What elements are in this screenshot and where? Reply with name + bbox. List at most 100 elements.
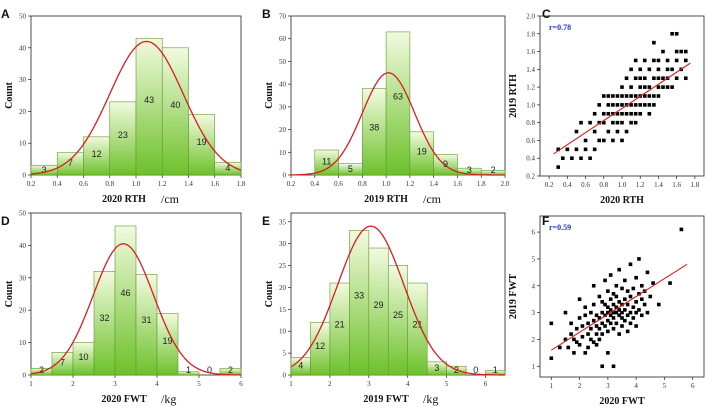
scatter-point xyxy=(631,286,636,291)
y-tick-label: 35 xyxy=(279,218,287,226)
panel-c: C 0.2 0.4 0.6 0.8 1.0 1.2 1.4 1.6 1.8 0.2 0.4 0.6 0.8… xyxy=(508,7,705,206)
y-axis-label: Count xyxy=(264,81,275,108)
scatter-point xyxy=(560,156,565,161)
y-tick-label: 1.8 xyxy=(526,30,535,38)
scatter-point xyxy=(615,129,620,134)
histogram-bar xyxy=(83,136,111,176)
y-tick-label: 50 xyxy=(279,58,287,66)
x-tick-label: 1.6 xyxy=(672,181,681,189)
y-tick-label: 1 xyxy=(532,363,536,371)
scatter-point xyxy=(579,156,583,161)
scatter-point xyxy=(617,332,621,336)
x-tick-label: 1.0 xyxy=(132,180,141,188)
histogram-bar xyxy=(446,365,467,376)
y-tick-label: 20 xyxy=(19,307,27,315)
scatter-point xyxy=(577,343,582,347)
scatter-point xyxy=(670,67,674,72)
scatter-point xyxy=(633,120,638,125)
regression-line xyxy=(551,263,688,351)
y-tick-label: 50 xyxy=(19,13,27,21)
y-tick-label: 1.4 xyxy=(526,66,535,74)
x-tick-label: 1.8 xyxy=(237,180,246,188)
scatter-point xyxy=(665,85,670,89)
histogram-bar xyxy=(387,265,409,376)
x-tick-label: 6 xyxy=(691,382,695,390)
scatter-point xyxy=(629,85,633,89)
scatter-point xyxy=(597,103,602,107)
scatter-point xyxy=(600,310,605,315)
y-tick-label: 10 xyxy=(279,328,287,336)
x-tick-label: 3 xyxy=(606,382,610,390)
scatter-point xyxy=(656,94,661,98)
scatter-point xyxy=(639,313,644,318)
bar-count-label: 0 xyxy=(207,365,212,375)
y-tick-label: 0 xyxy=(283,372,287,380)
scatter-point xyxy=(572,337,576,342)
bar-count-label: 3 xyxy=(467,165,472,175)
bar-count-label: 4 xyxy=(298,360,303,370)
bar-count-label: 32 xyxy=(99,313,109,323)
bar-count-label: 63 xyxy=(393,91,403,101)
scatter-point xyxy=(637,308,641,312)
bar-count-label: 25 xyxy=(393,310,403,320)
bar-count-label: 12 xyxy=(92,149,102,159)
x-tick-label: 5 xyxy=(445,380,449,388)
bar-count-label: 5 xyxy=(348,164,353,174)
panel-letter: B xyxy=(262,7,271,21)
scatter-point xyxy=(583,351,588,355)
y-tick-label: 1.0 xyxy=(526,101,535,109)
y-tick-label: 2 xyxy=(532,336,536,344)
scatter-point xyxy=(574,340,579,344)
y-tick-label: 1.6 xyxy=(526,48,535,56)
correlation-label: r=0.78 xyxy=(549,23,571,32)
bar-count-label: 3 xyxy=(42,165,47,175)
scatter-point xyxy=(623,278,627,283)
scatter-point xyxy=(611,326,616,331)
x-tick-label: 5 xyxy=(197,380,201,388)
x-tick-label: 5 xyxy=(663,382,667,390)
x-tick-label: 1.4 xyxy=(654,181,663,189)
scatter-point xyxy=(647,85,652,89)
y-tick-label: 5 xyxy=(532,255,536,263)
scatter-point xyxy=(620,94,624,98)
scatter-point xyxy=(586,345,590,350)
scatter-point xyxy=(639,297,644,301)
scatter-point xyxy=(656,58,661,63)
x-tick-label: 0.6 xyxy=(334,180,343,188)
histogram-bar xyxy=(314,149,339,176)
scatter-point xyxy=(606,310,610,315)
y-tick-label: 1.2 xyxy=(526,84,535,92)
scatter-point xyxy=(611,364,616,369)
scatter-point xyxy=(592,129,597,134)
scatter-point xyxy=(611,111,615,116)
scatter-point xyxy=(638,103,643,107)
x-tick-label: 1.0 xyxy=(618,181,627,189)
scatter-point xyxy=(589,326,593,331)
panels-group: A0.2 0.4 0.6 0.8 1.0 1.2 1.4 1.6 1.8010203040502… xyxy=(1,7,705,407)
scatter-point xyxy=(617,308,621,312)
scatter-point xyxy=(577,297,582,301)
scatter-point xyxy=(601,111,606,116)
scatter-point xyxy=(591,283,596,288)
scatter-point xyxy=(606,318,610,323)
x-tick-label: 1.4 xyxy=(184,180,193,188)
y-tick-label: 10 xyxy=(19,339,27,347)
normal-fit-curve xyxy=(290,225,506,376)
y-tick-label: 20 xyxy=(279,284,287,292)
bar-count-label: 1 xyxy=(493,365,498,375)
y-tick-label: 40 xyxy=(19,44,27,52)
scatter-point xyxy=(670,85,674,89)
scatter-point xyxy=(656,85,661,89)
scatter-point xyxy=(600,321,605,326)
y-tick-label: 4 xyxy=(532,282,536,290)
scatter-point xyxy=(620,120,624,125)
x-tick-label: 4 xyxy=(406,380,410,388)
x-axis-unit: /cm xyxy=(423,192,442,206)
y-tick-label: 30 xyxy=(279,103,287,111)
scatter-point xyxy=(624,111,629,116)
scatter-point xyxy=(661,85,665,89)
bar-count-label: 19 xyxy=(417,146,427,156)
scatter-point xyxy=(603,302,607,307)
bar-count-label: 2 xyxy=(228,365,233,375)
scatter-point xyxy=(620,324,624,328)
